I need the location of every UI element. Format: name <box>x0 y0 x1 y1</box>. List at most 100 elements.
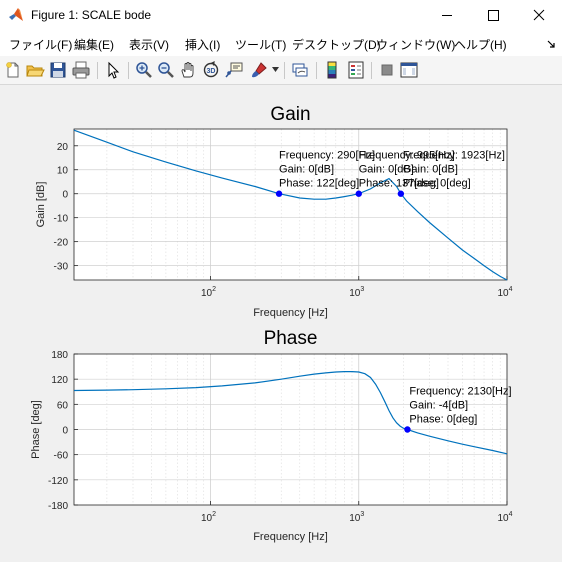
insert-legend-icon[interactable] <box>346 60 366 80</box>
datatip-marker[interactable] <box>404 426 411 433</box>
datatip-text: Gain: 0[dB] <box>403 164 458 176</box>
menu-window[interactable]: ウィンドウ(W) <box>376 38 456 52</box>
phase-grid <box>74 354 507 505</box>
y-tick-label: 10 <box>57 166 69 177</box>
y-tick-label: 0 <box>62 426 68 437</box>
phase-markers <box>404 426 411 433</box>
brush-icon[interactable] <box>249 60 269 80</box>
print-icon[interactable] <box>71 60 91 80</box>
close-icon <box>533 9 545 21</box>
y-tick-label: -60 <box>54 451 69 462</box>
y-tick-label: 0 <box>62 190 68 201</box>
datatip-text: Gain: -4[dB] <box>409 400 468 412</box>
toolbar-separator <box>284 62 285 79</box>
gain-y-ticks: 20 10 0 -10 -20 -30 <box>54 142 78 273</box>
datatip-text: Frequency: 290[Hz] <box>279 150 375 162</box>
x-tick-label: 103 <box>349 511 364 524</box>
menu-insert[interactable]: 挿入(I) <box>185 38 221 52</box>
maximize-button[interactable] <box>470 0 516 31</box>
toolbar: 3D <box>0 56 562 85</box>
brush-dropdown-icon[interactable] <box>272 67 279 73</box>
datatip-text: Gain: 0[dB] <box>279 164 334 176</box>
title-bar: Figure 1: SCALE bode <box>0 0 562 31</box>
save-icon[interactable] <box>48 60 68 80</box>
y-tick-label: -120 <box>48 476 68 487</box>
insert-colorbar-icon[interactable] <box>322 60 342 80</box>
open-file-icon[interactable] <box>25 60 45 80</box>
gain-xlabel: Frequency [Hz] <box>253 307 328 319</box>
toolbar-separator <box>128 62 129 79</box>
y-tick-label: -180 <box>48 501 68 512</box>
y-tick-label: -20 <box>54 238 69 249</box>
x-tick-label: 102 <box>201 511 216 524</box>
gain-grid <box>74 129 507 280</box>
svg-text:3D: 3D <box>207 68 216 75</box>
gain-plot-area <box>74 129 507 280</box>
menu-view[interactable]: 表示(V) <box>129 38 169 52</box>
datatip-text: Gain: 0[dB] <box>359 164 414 176</box>
gain-markers <box>275 190 405 197</box>
x-tick-label: 103 <box>349 286 364 299</box>
phase-curve <box>73 371 508 455</box>
y-tick-label: -30 <box>54 262 69 273</box>
menu-bar: ファイル(F) 編集(E) 表示(V) 挿入(I) ツール(T) デスクトップ(… <box>0 31 562 56</box>
y-tick-label: 20 <box>57 142 69 153</box>
datatip-marker[interactable] <box>355 190 362 197</box>
minimize-icon <box>442 15 452 16</box>
phase-title: Phase <box>264 328 318 349</box>
datatip-marker[interactable] <box>275 190 283 197</box>
phase-xlabel: Frequency [Hz] <box>253 531 328 543</box>
gain-ylabel: Gain [dB] <box>35 182 47 228</box>
datatip-text: Frequency: 995[Hz] <box>359 150 455 162</box>
minimize-button[interactable] <box>424 0 470 31</box>
new-figure-icon[interactable] <box>3 60 23 80</box>
phase-datatips[interactable]: Frequency: 2130[Hz] Gain: -4[dB] Phase: 0[… <box>409 386 511 426</box>
dock-arrow-icon[interactable] <box>546 39 556 49</box>
datatip-marker[interactable] <box>397 190 405 197</box>
show-plot-tools-icon[interactable] <box>399 60 419 80</box>
gain-datatips[interactable]: Frequency: 290[Hz]Gain: 0[dB]Phase: 122[… <box>279 150 505 190</box>
datatip-text: Phase: 0[deg] <box>403 178 471 190</box>
datatip-text: Phase: 0[deg] <box>409 414 477 426</box>
zoom-out-icon[interactable] <box>156 60 176 80</box>
bode-plot-canvas[interactable]: Gain 20 10 0 -10 -20 -30 102 103 104 Frequency:… <box>0 85 562 558</box>
phase-y-ticks: 180 120 60 0 -60 -120 -180 <box>48 350 78 512</box>
datatip-text: Phase: 122[deg] <box>279 178 359 190</box>
zoom-in-icon[interactable] <box>134 60 154 80</box>
maximize-icon <box>488 10 499 21</box>
menu-desktop[interactable]: デスクトップ(D) <box>292 38 381 52</box>
data-cursor-icon[interactable] <box>224 60 244 80</box>
gain-axes[interactable]: Gain 20 10 0 -10 -20 -30 102 103 104 Frequency:… <box>35 104 513 319</box>
x-tick-label: 104 <box>497 511 512 524</box>
pan-hand-icon[interactable] <box>178 60 198 80</box>
hide-plot-tools-icon[interactable] <box>377 60 397 80</box>
phase-ylabel: Phase [deg] <box>30 400 42 459</box>
toolbar-separator <box>97 62 98 79</box>
link-plot-icon[interactable] <box>290 60 310 80</box>
datatip-text: Phase: 137[deg] <box>359 178 439 190</box>
close-button[interactable] <box>516 0 562 31</box>
y-tick-label: 60 <box>57 400 69 411</box>
window-title: Figure 1: SCALE bode <box>31 8 152 22</box>
figure-area: Gain 20 10 0 -10 -20 -30 102 103 104 Frequency:… <box>0 85 562 558</box>
datatip-text: Frequency: 1923[Hz] <box>403 150 505 162</box>
menu-file[interactable]: ファイル(F) <box>9 38 73 52</box>
menu-help[interactable]: ヘルプ(H) <box>454 38 507 52</box>
rotate-3d-icon[interactable]: 3D <box>201 60 221 80</box>
menu-edit[interactable]: 編集(E) <box>74 38 114 52</box>
datatip-text: Frequency: 2130[Hz] <box>409 386 511 398</box>
phase-axes[interactable]: Phase 180 120 60 0 -60 -120 -180 102 103 104 Fre… <box>30 328 513 543</box>
gain-axes-box <box>73 128 508 281</box>
y-tick-label: 120 <box>51 375 68 386</box>
toolbar-separator <box>316 62 317 79</box>
y-tick-label: 180 <box>51 350 68 361</box>
matlab-logo-icon <box>9 8 23 21</box>
x-tick-label: 104 <box>497 286 512 299</box>
gain-title: Gain <box>270 104 310 125</box>
menu-tools[interactable]: ツール(T) <box>235 38 287 52</box>
toolbar-separator <box>371 62 372 79</box>
select-arrow-icon[interactable] <box>103 60 123 80</box>
y-tick-label: -10 <box>54 214 69 225</box>
gain-curve <box>73 129 508 281</box>
x-tick-label: 102 <box>201 286 216 299</box>
